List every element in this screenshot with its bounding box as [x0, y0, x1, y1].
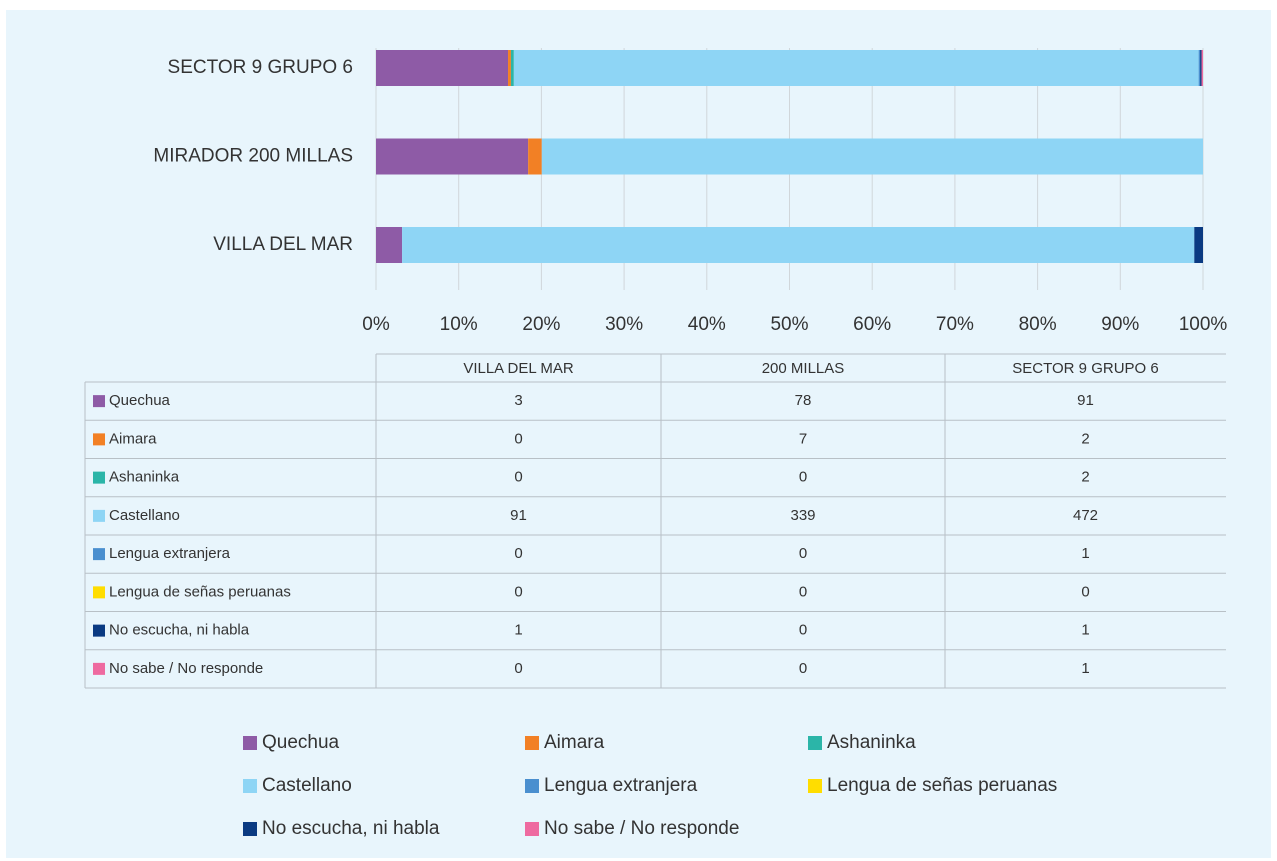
table-cell: 0	[799, 545, 807, 562]
table-cell: 0	[514, 430, 522, 447]
table-cell: 472	[1073, 507, 1098, 524]
legend-swatch	[525, 736, 539, 750]
table-cell: 0	[1081, 583, 1089, 600]
x-tick-label: 40%	[688, 314, 726, 335]
legend-swatch	[525, 779, 539, 793]
bar-segment	[541, 138, 1203, 175]
bar-segment	[528, 138, 542, 175]
legend-swatch	[93, 586, 105, 599]
legend-label: Aimara	[544, 732, 605, 753]
x-tick-label: 80%	[1019, 314, 1057, 335]
bar-segment	[1201, 50, 1203, 86]
table-header: 200 MILLAS	[762, 360, 845, 377]
x-tick-label: 70%	[936, 314, 974, 335]
table-cell: 78	[795, 392, 812, 409]
table-cell: 1	[1081, 545, 1089, 562]
y-tick-label: SECTOR 9 GRUPO 6	[168, 57, 353, 78]
table-cell: 0	[799, 583, 807, 600]
legend-label: No sabe / No responde	[544, 818, 739, 839]
table-row-label: Ashaninka	[109, 469, 180, 486]
bar-segment	[376, 138, 529, 175]
legend-swatch	[93, 662, 105, 675]
table-row-label: Lengua de señas peruanas	[109, 583, 291, 600]
legend-swatch	[808, 779, 822, 793]
table-row-label: No escucha, ni habla	[109, 622, 250, 639]
legend-label: Quechua	[262, 732, 340, 753]
table-row-label: Castellano	[109, 507, 180, 524]
table-cell: 1	[1081, 622, 1089, 639]
legend-swatch	[243, 822, 257, 836]
legend-swatch	[243, 779, 257, 793]
legend-swatch	[808, 736, 822, 750]
table-cell: 1	[1081, 660, 1089, 677]
table-cell: 2	[1081, 469, 1089, 486]
table-header: SECTOR 9 GRUPO 6	[1012, 360, 1158, 377]
table-cell: 0	[514, 469, 522, 486]
table-row-label: Aimara	[109, 430, 157, 447]
x-tick-label: 20%	[522, 314, 560, 335]
table-cell: 7	[799, 430, 807, 447]
y-tick-label: VILLA DEL MAR	[213, 234, 353, 255]
legend-swatch	[243, 736, 257, 750]
table-header: VILLA DEL MAR	[463, 360, 573, 377]
table-cell: 339	[790, 507, 815, 524]
legend-swatch	[93, 433, 105, 446]
legend-swatch	[93, 471, 105, 484]
bar-segment	[1200, 50, 1202, 86]
legend-swatch	[93, 395, 105, 408]
bar-segment	[510, 50, 514, 86]
table-cell: 3	[514, 392, 522, 409]
bar-segment	[376, 50, 509, 86]
legend-label: Ashaninka	[827, 732, 916, 753]
bar-segment	[508, 50, 511, 86]
legend-label: Castellano	[262, 775, 352, 796]
table-row-label: Quechua	[109, 392, 171, 409]
legend-swatch	[93, 548, 105, 561]
bar-segment	[513, 50, 1199, 86]
x-tick-label: 100%	[1179, 314, 1228, 335]
table-cell: 0	[514, 660, 522, 677]
bar-segment	[376, 227, 403, 263]
legend-swatch	[93, 624, 105, 637]
table-cell: 1	[514, 622, 522, 639]
x-tick-label: 50%	[770, 314, 808, 335]
table-row-label: No sabe / No responde	[109, 660, 263, 677]
table-cell: 0	[799, 469, 807, 486]
bar-segment	[402, 227, 1195, 263]
table-cell: 91	[510, 507, 527, 524]
legend-swatch	[525, 822, 539, 836]
x-tick-label: 60%	[853, 314, 891, 335]
legend-label: No escucha, ni habla	[262, 818, 440, 839]
legend-label: Lengua extranjera	[544, 775, 698, 796]
x-tick-label: 0%	[362, 314, 390, 335]
table-cell: 0	[799, 622, 807, 639]
table-cell: 2	[1081, 430, 1089, 447]
legend-swatch	[93, 509, 105, 522]
table-cell: 0	[799, 660, 807, 677]
x-tick-label: 30%	[605, 314, 643, 335]
x-tick-label: 90%	[1101, 314, 1139, 335]
table-cell: 91	[1077, 392, 1094, 409]
y-tick-label: MIRADOR 200 MILLAS	[153, 146, 353, 167]
table-cell: 0	[514, 583, 522, 600]
bar-segment	[1194, 227, 1203, 263]
table-row-label: Lengua extranjera	[109, 545, 231, 562]
table-cell: 0	[514, 545, 522, 562]
legend-label: Lengua de señas peruanas	[827, 775, 1057, 796]
bar-segment	[1198, 50, 1201, 86]
x-tick-label: 10%	[440, 314, 478, 335]
